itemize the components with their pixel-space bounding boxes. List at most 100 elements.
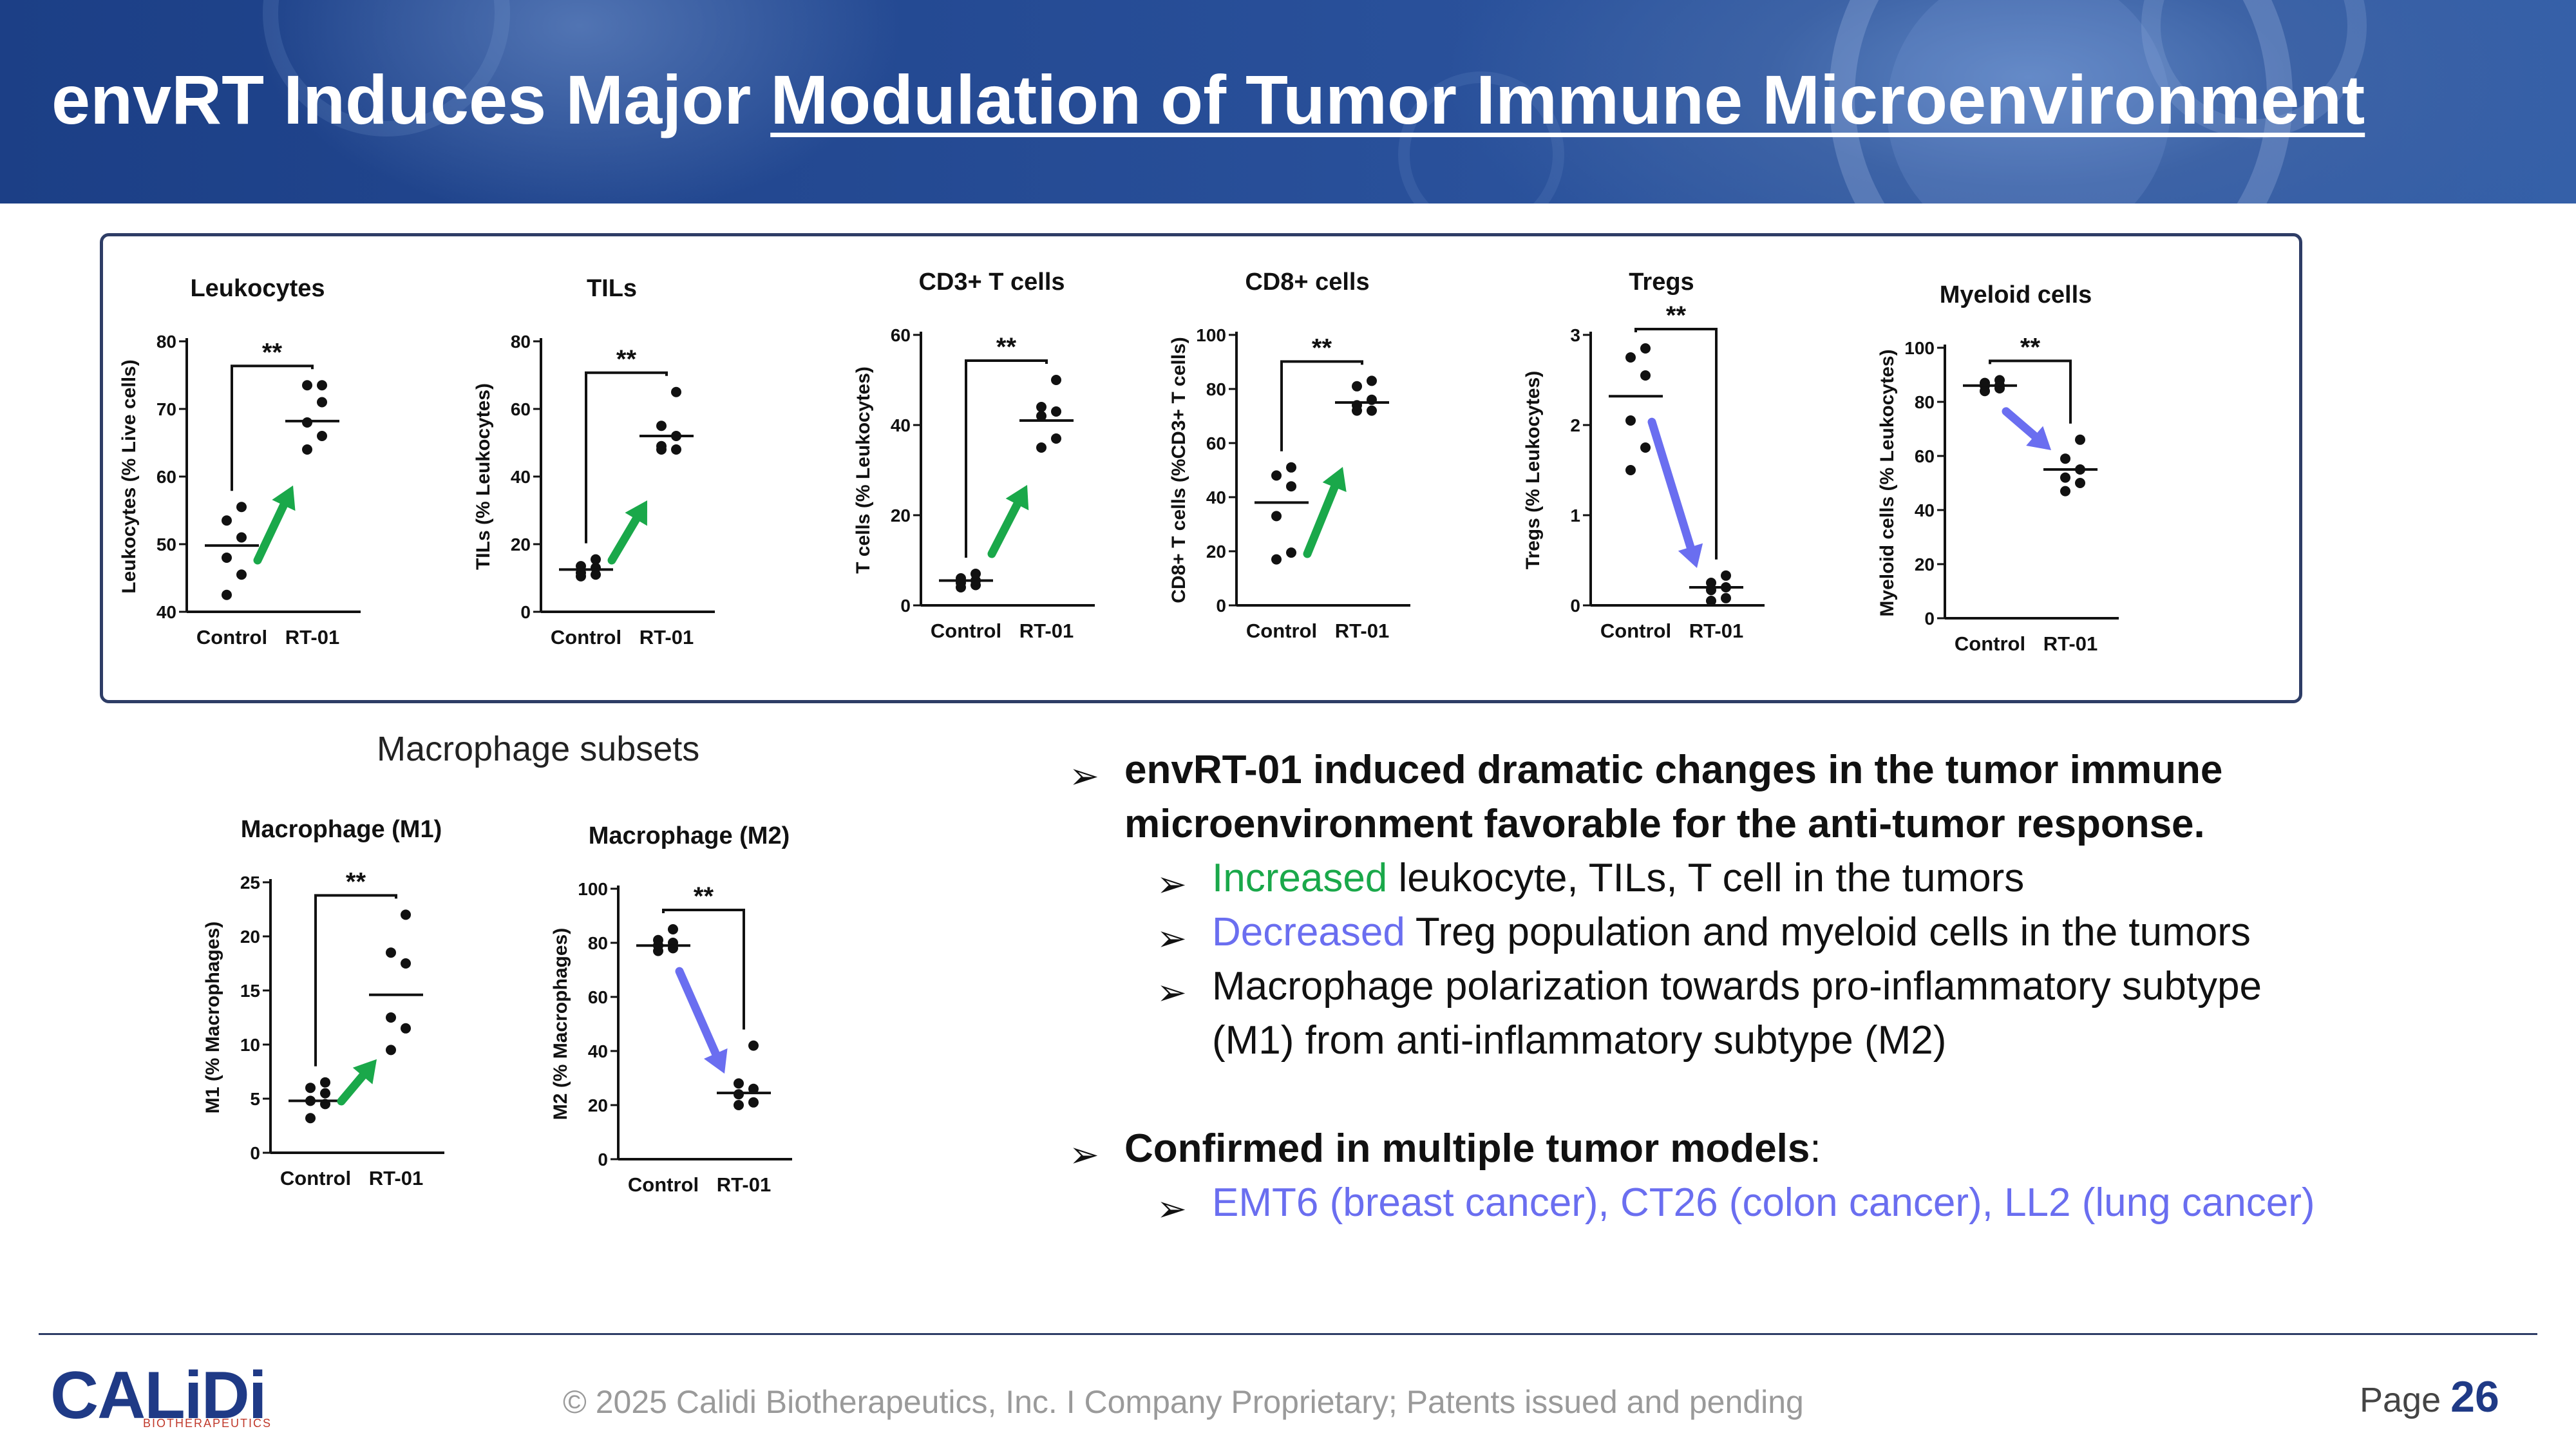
- data-point: [1051, 433, 1061, 444]
- trend-arrow-head: [2026, 426, 2051, 450]
- x-tick-label: Control: [1955, 632, 2025, 655]
- chart-title: Macrophage (M2): [589, 822, 790, 849]
- data-point: [1271, 470, 1282, 481]
- chart-title: Macrophage (M1): [241, 816, 442, 843]
- footer-divider: [39, 1333, 2537, 1335]
- trend-arrow-head: [703, 1048, 728, 1074]
- data-point: [1625, 465, 1636, 475]
- data-point: [734, 1089, 744, 1100]
- y-tick-label: 20: [511, 535, 531, 554]
- y-tick-label: 1: [1570, 506, 1580, 526]
- y-axis-label: TILs (% Leukocytes): [473, 383, 494, 570]
- sub-bullet-arrow-icon: ➢: [1157, 864, 1187, 904]
- y-tick-label: 80: [1915, 392, 1935, 412]
- chart-tregs: Tregs Tregs (% Leukocytes) 0 1 2 3 Control RT-0…: [1522, 269, 1765, 642]
- x-tick-label: RT-01: [285, 626, 339, 649]
- data-point: [1721, 570, 1731, 581]
- y-tick-label: 0: [900, 596, 911, 616]
- data-point: [956, 573, 966, 583]
- trend-arrow-head: [1678, 543, 1703, 568]
- increased-word: Increased: [1212, 856, 1388, 900]
- significance-stars: **: [262, 338, 283, 366]
- significance-stars: **: [1666, 301, 1687, 330]
- data-point: [671, 444, 681, 455]
- data-point: [2075, 478, 2085, 488]
- data-point: [320, 1088, 330, 1099]
- trend-arrow-shaft: [2002, 407, 2039, 440]
- chart-macrophage-m1: Macrophage (M1) M1 (% Macrophages) 0 5 10 15 2…: [202, 816, 444, 1189]
- chart-title: CD3+ T cells: [918, 269, 1065, 296]
- trend-arrow-head: [272, 485, 296, 511]
- y-tick-label: 70: [156, 399, 176, 419]
- y-tick-label: 0: [1216, 596, 1226, 616]
- chart-leukocytes: Leukocytes Leukocytes (% Live cells) 40 50 6…: [118, 275, 361, 649]
- finding-1-line-2: microenvironment favorable for the anti-…: [1124, 802, 2205, 846]
- data-point: [1286, 547, 1296, 558]
- data-point: [236, 502, 247, 513]
- bullet-arrow-icon: ➢: [1069, 755, 1099, 796]
- data-point: [317, 397, 327, 408]
- y-tick-label: 40: [156, 602, 176, 622]
- x-tick-label: RT-01: [369, 1167, 423, 1189]
- data-point: [386, 1045, 396, 1056]
- page-number-value: 26: [2450, 1372, 2499, 1421]
- title-part-1: envRT Induces Major: [52, 61, 771, 138]
- y-axis-label: T cells (% Leukocytes): [853, 366, 874, 574]
- data-point: [1706, 578, 1716, 588]
- chart-tils: TILs TILs (% Leukocytes) 0 20 40 60 80 Control R…: [473, 275, 715, 649]
- chart-title: TILs: [587, 275, 637, 302]
- data-point: [1640, 370, 1651, 381]
- data-point: [1051, 375, 1061, 385]
- y-tick-label: 0: [250, 1143, 260, 1163]
- charts-panel-border: [100, 233, 2302, 703]
- significance-stars: **: [996, 333, 1017, 361]
- data-point: [302, 444, 312, 455]
- y-axis-label: Tregs (% Leukocytes): [1522, 371, 1544, 569]
- y-tick-label: 40: [588, 1041, 608, 1061]
- data-point: [236, 569, 247, 580]
- page-number: Page 26: [2360, 1372, 2499, 1422]
- trend-arrow-shaft: [987, 500, 1021, 558]
- x-tick-label: Control: [628, 1173, 699, 1196]
- y-axis-label: CD8+ T cells (%CD3+ T cells): [1168, 337, 1189, 603]
- data-point: [2060, 453, 2070, 464]
- data-point: [320, 1077, 330, 1088]
- data-point: [1367, 405, 1377, 416]
- data-point: [1706, 596, 1716, 606]
- sub-bullet-arrow-icon: ➢: [1157, 1188, 1187, 1229]
- data-point: [1271, 511, 1282, 522]
- data-point: [1036, 411, 1046, 421]
- x-tick-label: RT-01: [717, 1173, 771, 1196]
- cell-background-decoration: [263, 0, 2367, 204]
- y-tick-label: 20: [588, 1095, 608, 1115]
- trend-arrow-head: [1322, 467, 1347, 493]
- y-tick-label: 20: [1915, 554, 1935, 574]
- y-tick-label: 100: [578, 879, 608, 899]
- y-axis-label: Myeloid cells (% Leukocytes): [1877, 349, 1898, 616]
- data-point: [386, 1012, 396, 1023]
- data-point: [1367, 375, 1377, 386]
- significance-bracket: [585, 371, 668, 544]
- title-part-2-underlined: Modulation of Tumor Immune Microenvironm…: [770, 61, 2365, 138]
- x-tick-label: Control: [931, 620, 1001, 642]
- x-tick-label: Control: [196, 626, 267, 649]
- y-tick-label: 0: [598, 1150, 608, 1170]
- data-point: [971, 569, 981, 579]
- data-point: [1625, 352, 1636, 363]
- y-tick-label: 50: [156, 535, 176, 554]
- y-axis-label: M2 (% Macrophages): [550, 928, 571, 1120]
- data-point: [1286, 481, 1296, 492]
- data-point: [734, 1100, 744, 1110]
- data-point: [1721, 592, 1731, 603]
- y-tick-label: 40: [1915, 500, 1935, 520]
- x-tick-label: RT-01: [1019, 620, 1074, 642]
- trend-arrow-head: [1005, 485, 1029, 511]
- significance-bracket: [1989, 359, 2072, 424]
- data-point: [748, 1083, 759, 1094]
- sub-bullet-arrow-icon: ➢: [1157, 918, 1187, 958]
- page-label: Page: [2360, 1381, 2451, 1419]
- y-tick-label: 20: [1206, 542, 1226, 562]
- y-tick-label: 0: [1570, 596, 1580, 616]
- chart-cd8-cells: CD8+ cells CD8+ T cells (%CD3+ T cells) 0 2…: [1168, 269, 1410, 642]
- data-point: [1994, 375, 2005, 386]
